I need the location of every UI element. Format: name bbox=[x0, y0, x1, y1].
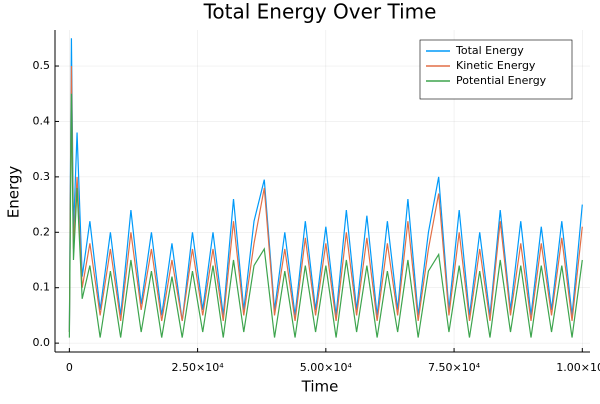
y-tick-label: 0.0 bbox=[33, 336, 51, 349]
series-line bbox=[68, 38, 583, 333]
legend-label: Kinetic Energy bbox=[456, 59, 536, 72]
chart-title: Total Energy Over Time bbox=[203, 0, 437, 24]
y-tick-label: 0.4 bbox=[33, 114, 51, 127]
legend: Total Energy Kinetic Energy Potential Ener… bbox=[419, 39, 573, 100]
legend-label: Potential Energy bbox=[456, 74, 547, 87]
x-tick-label: 5.00×10⁴ bbox=[300, 361, 353, 374]
x-tick-label: 0 bbox=[66, 361, 73, 374]
y-axis-label: Energy bbox=[5, 166, 23, 219]
x-tick-label: 1.00×10⁵ bbox=[556, 361, 600, 374]
x-tick-label: 7.50×10⁴ bbox=[428, 361, 481, 374]
series-line bbox=[68, 66, 583, 333]
x-axis-label: Time bbox=[301, 378, 339, 396]
y-tick-label: 0.2 bbox=[33, 225, 51, 238]
legend-box bbox=[419, 39, 573, 100]
y-tick-label: 0.5 bbox=[33, 59, 51, 72]
x-tick-label: 2.50×10⁴ bbox=[172, 361, 225, 374]
y-tick-label: 0.3 bbox=[33, 170, 51, 183]
series-line bbox=[68, 93, 583, 338]
y-tick-label: 0.1 bbox=[33, 281, 51, 294]
legend-label: Total Energy bbox=[455, 44, 524, 57]
